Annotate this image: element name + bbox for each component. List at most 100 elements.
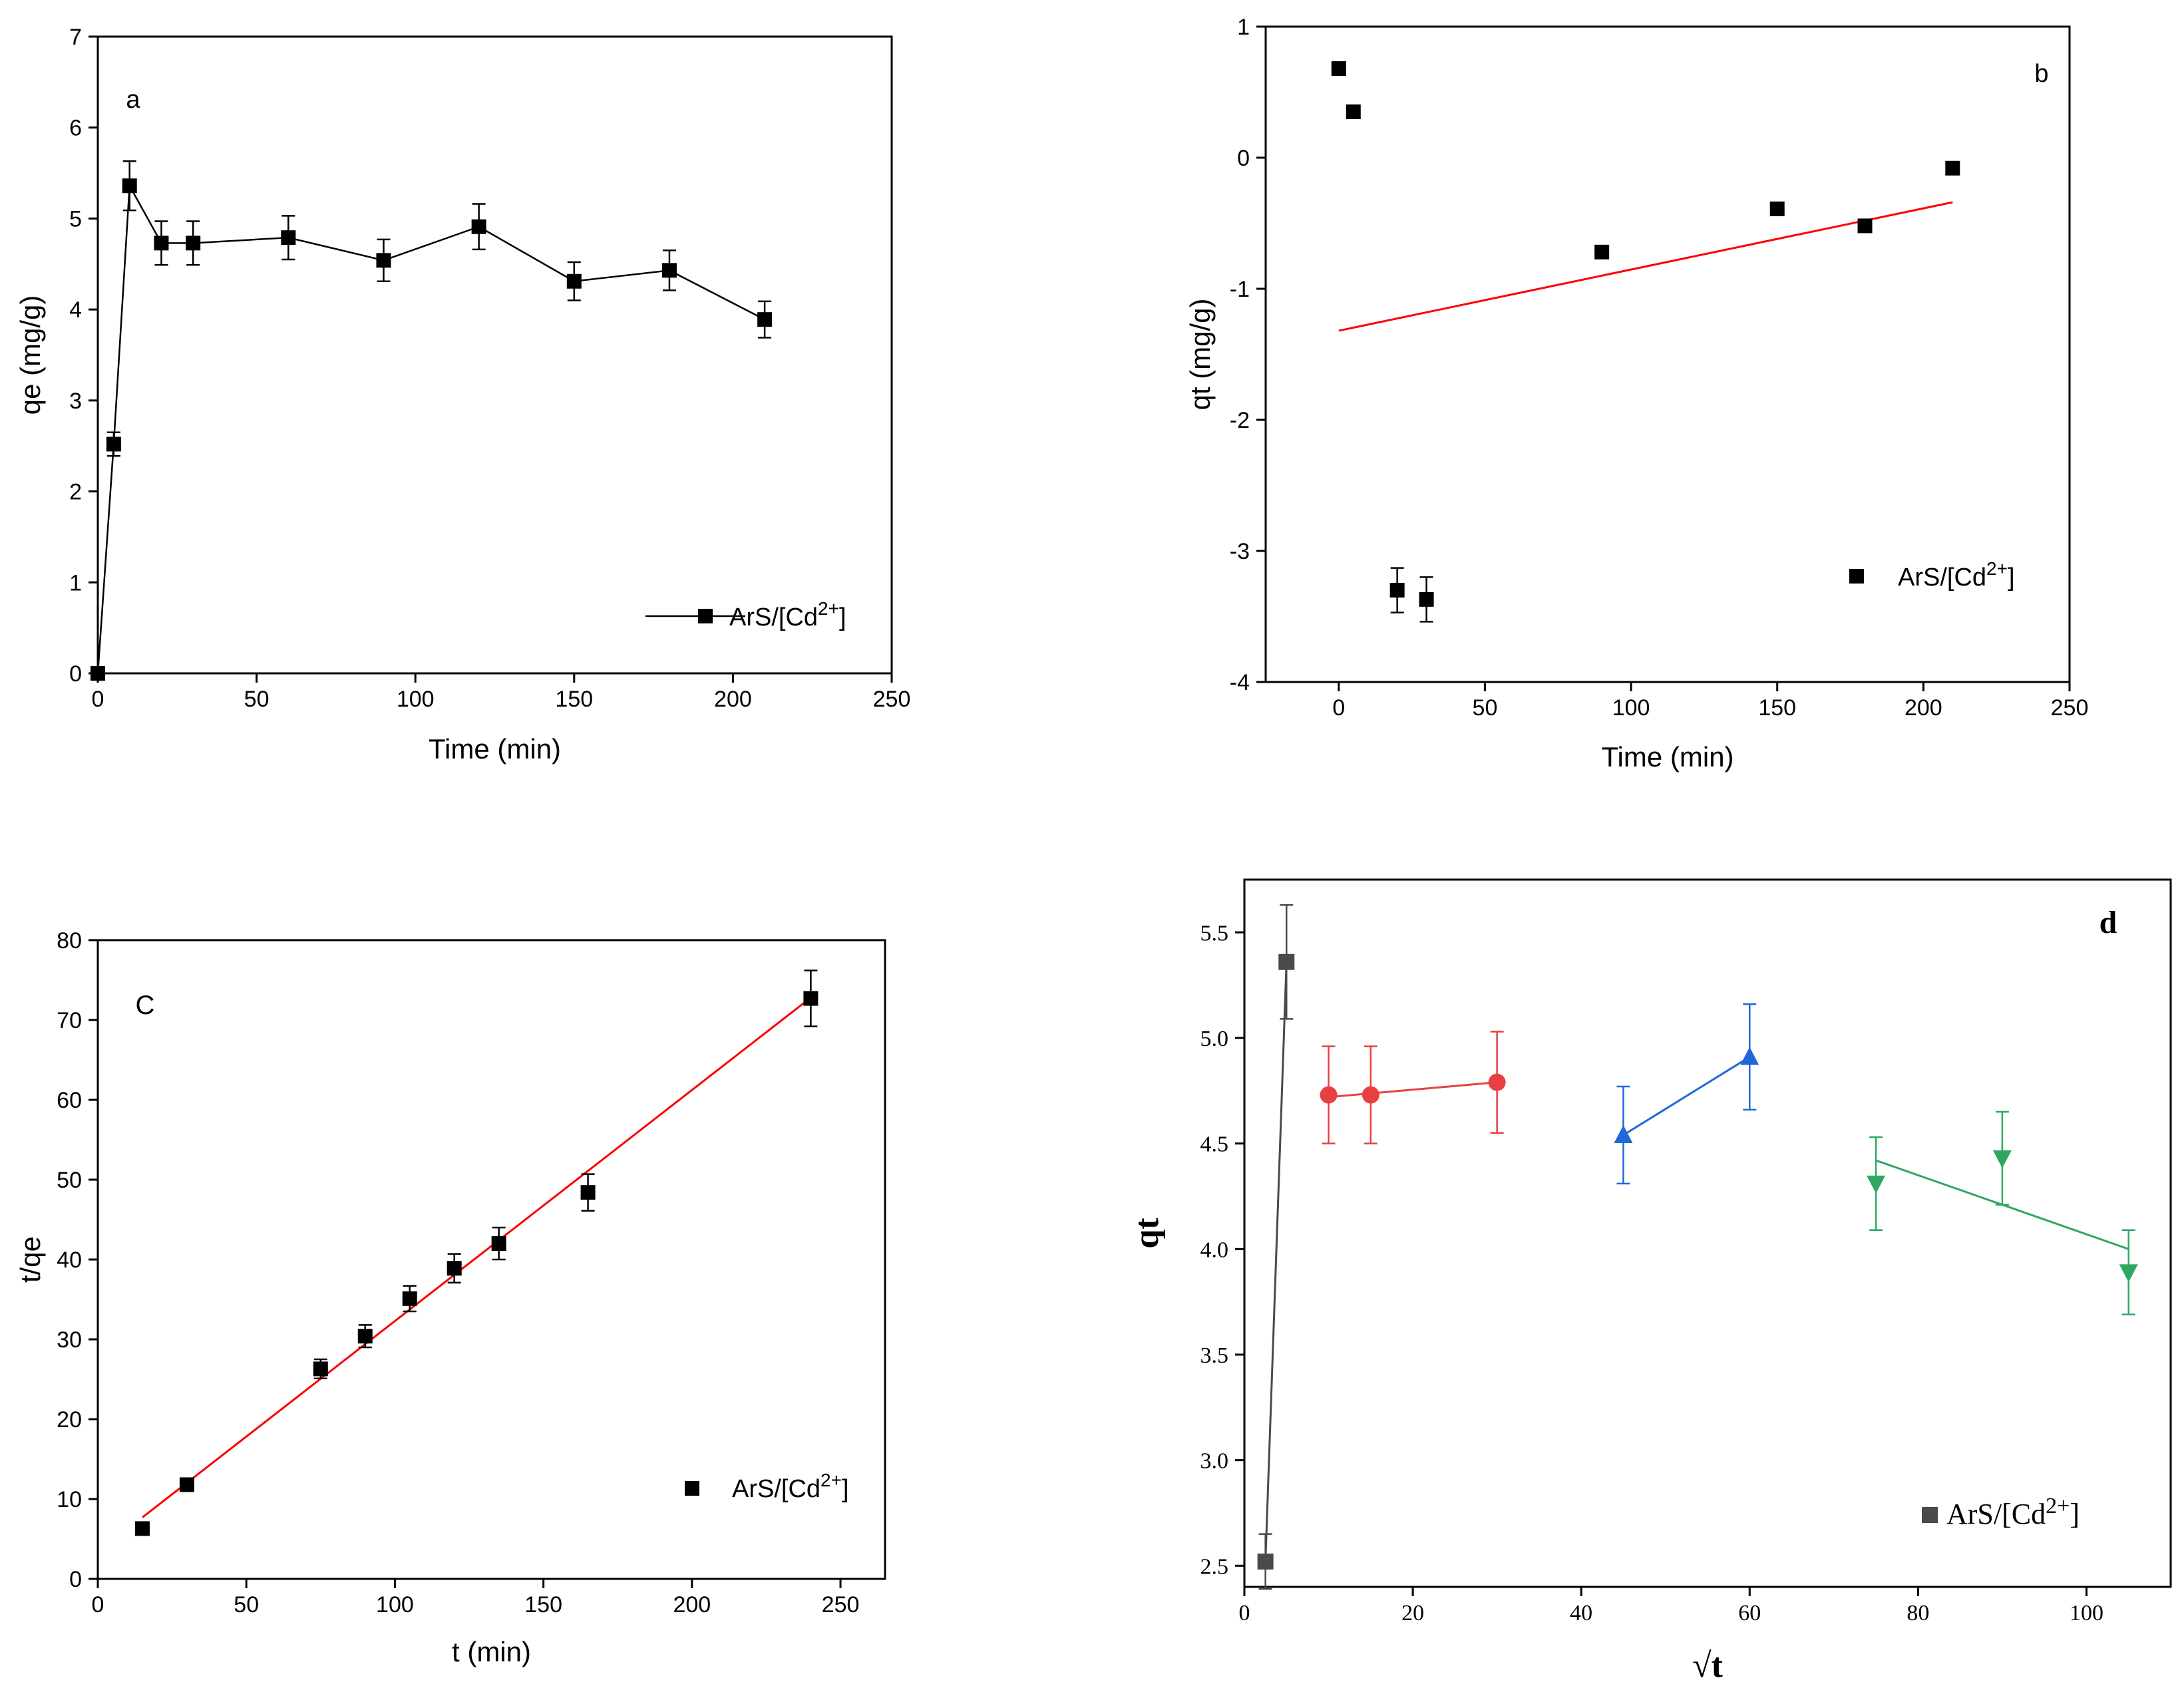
y-tick-label: 2 (69, 480, 82, 505)
y-tick-label: 20 (57, 1407, 82, 1433)
data-point (1769, 201, 1785, 216)
y-tick-label: 0 (1237, 146, 1250, 171)
x-tick-label: 20 (1401, 1601, 1424, 1625)
legend-suffix: ] (839, 603, 846, 631)
fit-line (1264, 961, 1288, 1562)
y-tick-label: 0 (69, 661, 82, 687)
data-point (1992, 1150, 2012, 1168)
data-point (1867, 1175, 1886, 1194)
y-tick-label: 3 (69, 389, 82, 414)
x-tick-label: 200 (673, 1592, 711, 1617)
y-axis-title: qt (1128, 1218, 1166, 1249)
data-point (1346, 104, 1361, 120)
data-point (471, 219, 486, 234)
data-point (447, 1261, 462, 1276)
legend-marker (1849, 569, 1864, 584)
y-tick-label: 4 (69, 297, 82, 323)
data-point (803, 991, 819, 1006)
y-axis-title: t/qe (15, 1236, 46, 1283)
y-axis-title: qe (mg/g) (15, 295, 46, 415)
x-tick-label: 0 (1332, 695, 1345, 721)
x-tick-label: 50 (244, 687, 270, 712)
chart-panel-d: 0 20 40 60 80 100 2.5 3.0 3.5 4.0 4.5 5.0 5.5 √t qt d Ar… (1128, 878, 2172, 1685)
y-axis-title: qt (mg/g) (1184, 298, 1216, 410)
fit-line (142, 997, 812, 1518)
data-point (2119, 1264, 2138, 1283)
y-tick-label: 5.5 (1200, 921, 1229, 945)
legend-superscript: 2+ (818, 598, 839, 619)
data-point (1331, 61, 1346, 77)
legend-suffix: ] (2008, 564, 2015, 592)
y-tick-label: -2 (1230, 408, 1250, 433)
x-tick-label: 200 (714, 687, 752, 712)
x-tick-label: 50 (234, 1592, 259, 1617)
fit-line (1622, 1056, 1751, 1136)
data-point (376, 253, 391, 268)
fit-line (1338, 201, 1953, 332)
y-tick-label: 2.5 (1200, 1554, 1229, 1579)
legend-text: ArS/[Cd (732, 1475, 820, 1503)
x-tick-label: 40 (1570, 1601, 1592, 1625)
chart-panel-b: 0 50 100 150 200 250 -4 -3 -2 -1 0 1 Time (min) qt (m… (1184, 15, 2088, 772)
x-tick-label: 0 (92, 1592, 104, 1617)
legend-label: ArS/[Cd2+] (1898, 558, 2015, 592)
data-point (1278, 953, 1295, 970)
legend-superscript: 2+ (1986, 558, 2008, 579)
legend-text: ArS/[Cd (729, 603, 818, 631)
data-point (179, 1477, 194, 1492)
x-axis-title: √t (1692, 1647, 1724, 1685)
x-tick-label: 0 (92, 687, 104, 712)
panel-label: b (2034, 60, 2048, 88)
y-tick-label: 50 (57, 1168, 82, 1193)
x-tick-label: 100 (376, 1592, 414, 1617)
y-tick-label: -4 (1230, 670, 1250, 695)
x-tick-label: 0 (1239, 1601, 1250, 1625)
data-point (1945, 160, 1960, 176)
x-tick-label: 60 (1738, 1601, 1761, 1625)
data-point (566, 273, 582, 289)
data-point (580, 1185, 596, 1200)
legend-suffix: ] (2070, 1498, 2080, 1530)
data-point (402, 1291, 417, 1306)
y-tick-label: 7 (69, 25, 82, 50)
data-point (1362, 1086, 1379, 1104)
panel-label: C (136, 991, 155, 1020)
x-tick-label: 80 (1907, 1601, 1929, 1625)
x-axis-title: Time (min) (429, 733, 561, 764)
y-tick-label: 30 (57, 1327, 82, 1353)
x-tick-label: 250 (822, 1592, 860, 1617)
y-tick-label: 4.5 (1200, 1132, 1229, 1157)
y-tick-label: 5.0 (1200, 1027, 1229, 1051)
plot-frame (1264, 25, 2071, 683)
data-point (1614, 1124, 1633, 1143)
x-tick-label: 150 (555, 687, 593, 712)
y-tick-label: 80 (57, 928, 82, 953)
legend-label: ArS/[Cd2+] (732, 1470, 849, 1503)
x-tick-label: 150 (524, 1592, 562, 1617)
data-point (1257, 1553, 1274, 1570)
data-point (1320, 1086, 1338, 1104)
x-axis-title: Time (min) (1601, 741, 1733, 772)
y-tick-label: 5 (69, 206, 82, 232)
legend-marker (685, 1481, 699, 1496)
plot-frame (96, 35, 893, 675)
y-tick-label: 70 (57, 1008, 82, 1033)
data-point (1488, 1073, 1506, 1091)
y-tick-label: 6 (69, 116, 82, 141)
chart-panel-c: 0 50 100 150 200 250 0 10 20 30 40 50 60 70 80 t (min) t… (15, 928, 886, 1667)
panel-label: a (126, 86, 140, 114)
data-point (1594, 244, 1610, 259)
data-point (661, 263, 677, 278)
panel-label: d (2099, 905, 2117, 940)
legend-superscript: 2+ (820, 1470, 842, 1490)
data-point (491, 1236, 506, 1251)
data-point (154, 236, 169, 251)
data-point (91, 666, 105, 681)
data-point (1740, 1047, 1759, 1065)
data-point (106, 436, 121, 452)
x-tick-label: 200 (1905, 695, 1942, 721)
plot-frame (1243, 878, 2172, 1588)
y-tick-label: 10 (57, 1487, 82, 1512)
x-tick-label: 50 (1473, 695, 1498, 721)
